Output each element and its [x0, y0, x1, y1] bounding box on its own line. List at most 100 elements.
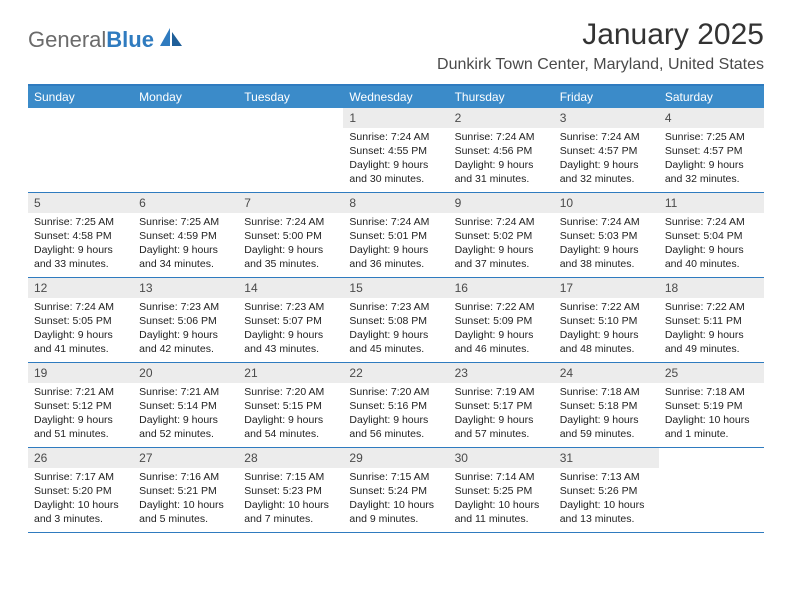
dayhead-fri: Friday [554, 86, 659, 108]
day-number: 21 [238, 363, 343, 383]
dayhead-mon: Monday [133, 86, 238, 108]
day-cell: 18Sunrise: 7:22 AMSunset: 5:11 PMDayligh… [659, 278, 764, 362]
day-info: Sunrise: 7:23 AMSunset: 5:07 PMDaylight:… [238, 298, 343, 360]
empty-cell [238, 108, 343, 192]
day-cell: 24Sunrise: 7:18 AMSunset: 5:18 PMDayligh… [554, 363, 659, 447]
title-area: January 2025 Dunkirk Town Center, Maryla… [437, 18, 764, 74]
day-cell: 31Sunrise: 7:13 AMSunset: 5:26 PMDayligh… [554, 448, 659, 532]
day-number: 16 [449, 278, 554, 298]
week-row: 19Sunrise: 7:21 AMSunset: 5:12 PMDayligh… [28, 363, 764, 448]
day-info: Sunrise: 7:22 AMSunset: 5:10 PMDaylight:… [554, 298, 659, 360]
day-number: 26 [28, 448, 133, 468]
day-cell: 23Sunrise: 7:19 AMSunset: 5:17 PMDayligh… [449, 363, 554, 447]
day-number: 30 [449, 448, 554, 468]
day-info: Sunrise: 7:16 AMSunset: 5:21 PMDaylight:… [133, 468, 238, 530]
day-number: 12 [28, 278, 133, 298]
sail-icon [158, 26, 184, 53]
day-cell: 15Sunrise: 7:23 AMSunset: 5:08 PMDayligh… [343, 278, 448, 362]
day-number: 23 [449, 363, 554, 383]
day-info: Sunrise: 7:15 AMSunset: 5:23 PMDaylight:… [238, 468, 343, 530]
brand-text: GeneralBlue [28, 27, 154, 53]
brand-logo: GeneralBlue [28, 18, 184, 53]
day-info: Sunrise: 7:22 AMSunset: 5:09 PMDaylight:… [449, 298, 554, 360]
day-number: 15 [343, 278, 448, 298]
day-cell: 28Sunrise: 7:15 AMSunset: 5:23 PMDayligh… [238, 448, 343, 532]
month-title: January 2025 [437, 18, 764, 52]
day-number: 9 [449, 193, 554, 213]
day-cell: 13Sunrise: 7:23 AMSunset: 5:06 PMDayligh… [133, 278, 238, 362]
day-info: Sunrise: 7:18 AMSunset: 5:18 PMDaylight:… [554, 383, 659, 445]
day-info: Sunrise: 7:24 AMSunset: 5:05 PMDaylight:… [28, 298, 133, 360]
day-info: Sunrise: 7:24 AMSunset: 5:03 PMDaylight:… [554, 213, 659, 275]
day-number: 27 [133, 448, 238, 468]
day-info: Sunrise: 7:20 AMSunset: 5:15 PMDaylight:… [238, 383, 343, 445]
day-number: 25 [659, 363, 764, 383]
day-info: Sunrise: 7:24 AMSunset: 5:00 PMDaylight:… [238, 213, 343, 275]
day-number: 22 [343, 363, 448, 383]
day-number: 14 [238, 278, 343, 298]
weeks-container: 1Sunrise: 7:24 AMSunset: 4:55 PMDaylight… [28, 108, 764, 533]
day-number: 1 [343, 108, 448, 128]
day-cell: 26Sunrise: 7:17 AMSunset: 5:20 PMDayligh… [28, 448, 133, 532]
day-number: 24 [554, 363, 659, 383]
day-number: 19 [28, 363, 133, 383]
day-cell: 21Sunrise: 7:20 AMSunset: 5:15 PMDayligh… [238, 363, 343, 447]
day-cell: 8Sunrise: 7:24 AMSunset: 5:01 PMDaylight… [343, 193, 448, 277]
day-cell: 16Sunrise: 7:22 AMSunset: 5:09 PMDayligh… [449, 278, 554, 362]
dayhead-sun: Sunday [28, 86, 133, 108]
dayhead-wed: Wednesday [343, 86, 448, 108]
day-cell: 10Sunrise: 7:24 AMSunset: 5:03 PMDayligh… [554, 193, 659, 277]
day-info: Sunrise: 7:24 AMSunset: 4:57 PMDaylight:… [554, 128, 659, 190]
empty-cell [659, 448, 764, 532]
day-number: 6 [133, 193, 238, 213]
week-row: 26Sunrise: 7:17 AMSunset: 5:20 PMDayligh… [28, 448, 764, 533]
day-info: Sunrise: 7:13 AMSunset: 5:26 PMDaylight:… [554, 468, 659, 530]
day-cell: 27Sunrise: 7:16 AMSunset: 5:21 PMDayligh… [133, 448, 238, 532]
day-cell: 2Sunrise: 7:24 AMSunset: 4:56 PMDaylight… [449, 108, 554, 192]
day-info: Sunrise: 7:24 AMSunset: 4:55 PMDaylight:… [343, 128, 448, 190]
day-number: 31 [554, 448, 659, 468]
day-info: Sunrise: 7:25 AMSunset: 4:58 PMDaylight:… [28, 213, 133, 275]
day-info: Sunrise: 7:23 AMSunset: 5:06 PMDaylight:… [133, 298, 238, 360]
day-header-row: Sunday Monday Tuesday Wednesday Thursday… [28, 86, 764, 108]
week-row: 12Sunrise: 7:24 AMSunset: 5:05 PMDayligh… [28, 278, 764, 363]
day-info: Sunrise: 7:18 AMSunset: 5:19 PMDaylight:… [659, 383, 764, 445]
day-cell: 5Sunrise: 7:25 AMSunset: 4:58 PMDaylight… [28, 193, 133, 277]
day-cell: 12Sunrise: 7:24 AMSunset: 5:05 PMDayligh… [28, 278, 133, 362]
day-cell: 29Sunrise: 7:15 AMSunset: 5:24 PMDayligh… [343, 448, 448, 532]
week-row: 1Sunrise: 7:24 AMSunset: 4:55 PMDaylight… [28, 108, 764, 193]
day-cell: 22Sunrise: 7:20 AMSunset: 5:16 PMDayligh… [343, 363, 448, 447]
dayhead-sat: Saturday [659, 86, 764, 108]
day-cell: 7Sunrise: 7:24 AMSunset: 5:00 PMDaylight… [238, 193, 343, 277]
day-number: 5 [28, 193, 133, 213]
day-info: Sunrise: 7:15 AMSunset: 5:24 PMDaylight:… [343, 468, 448, 530]
empty-cell [28, 108, 133, 192]
day-number: 3 [554, 108, 659, 128]
day-number: 8 [343, 193, 448, 213]
day-number: 13 [133, 278, 238, 298]
day-cell: 17Sunrise: 7:22 AMSunset: 5:10 PMDayligh… [554, 278, 659, 362]
day-cell: 14Sunrise: 7:23 AMSunset: 5:07 PMDayligh… [238, 278, 343, 362]
day-number: 29 [343, 448, 448, 468]
day-cell: 4Sunrise: 7:25 AMSunset: 4:57 PMDaylight… [659, 108, 764, 192]
page-header: GeneralBlue January 2025 Dunkirk Town Ce… [28, 18, 764, 74]
day-info: Sunrise: 7:21 AMSunset: 5:12 PMDaylight:… [28, 383, 133, 445]
day-info: Sunrise: 7:24 AMSunset: 4:56 PMDaylight:… [449, 128, 554, 190]
week-row: 5Sunrise: 7:25 AMSunset: 4:58 PMDaylight… [28, 193, 764, 278]
day-info: Sunrise: 7:23 AMSunset: 5:08 PMDaylight:… [343, 298, 448, 360]
day-info: Sunrise: 7:14 AMSunset: 5:25 PMDaylight:… [449, 468, 554, 530]
day-info: Sunrise: 7:22 AMSunset: 5:11 PMDaylight:… [659, 298, 764, 360]
location-text: Dunkirk Town Center, Maryland, United St… [437, 56, 764, 74]
day-info: Sunrise: 7:24 AMSunset: 5:01 PMDaylight:… [343, 213, 448, 275]
day-number: 10 [554, 193, 659, 213]
day-cell: 11Sunrise: 7:24 AMSunset: 5:04 PMDayligh… [659, 193, 764, 277]
day-info: Sunrise: 7:20 AMSunset: 5:16 PMDaylight:… [343, 383, 448, 445]
dayhead-tue: Tuesday [238, 86, 343, 108]
day-number: 17 [554, 278, 659, 298]
day-info: Sunrise: 7:24 AMSunset: 5:04 PMDaylight:… [659, 213, 764, 275]
day-cell: 20Sunrise: 7:21 AMSunset: 5:14 PMDayligh… [133, 363, 238, 447]
brand-part2: Blue [106, 27, 154, 52]
day-number: 28 [238, 448, 343, 468]
calendar-grid: Sunday Monday Tuesday Wednesday Thursday… [28, 84, 764, 533]
day-info: Sunrise: 7:24 AMSunset: 5:02 PMDaylight:… [449, 213, 554, 275]
